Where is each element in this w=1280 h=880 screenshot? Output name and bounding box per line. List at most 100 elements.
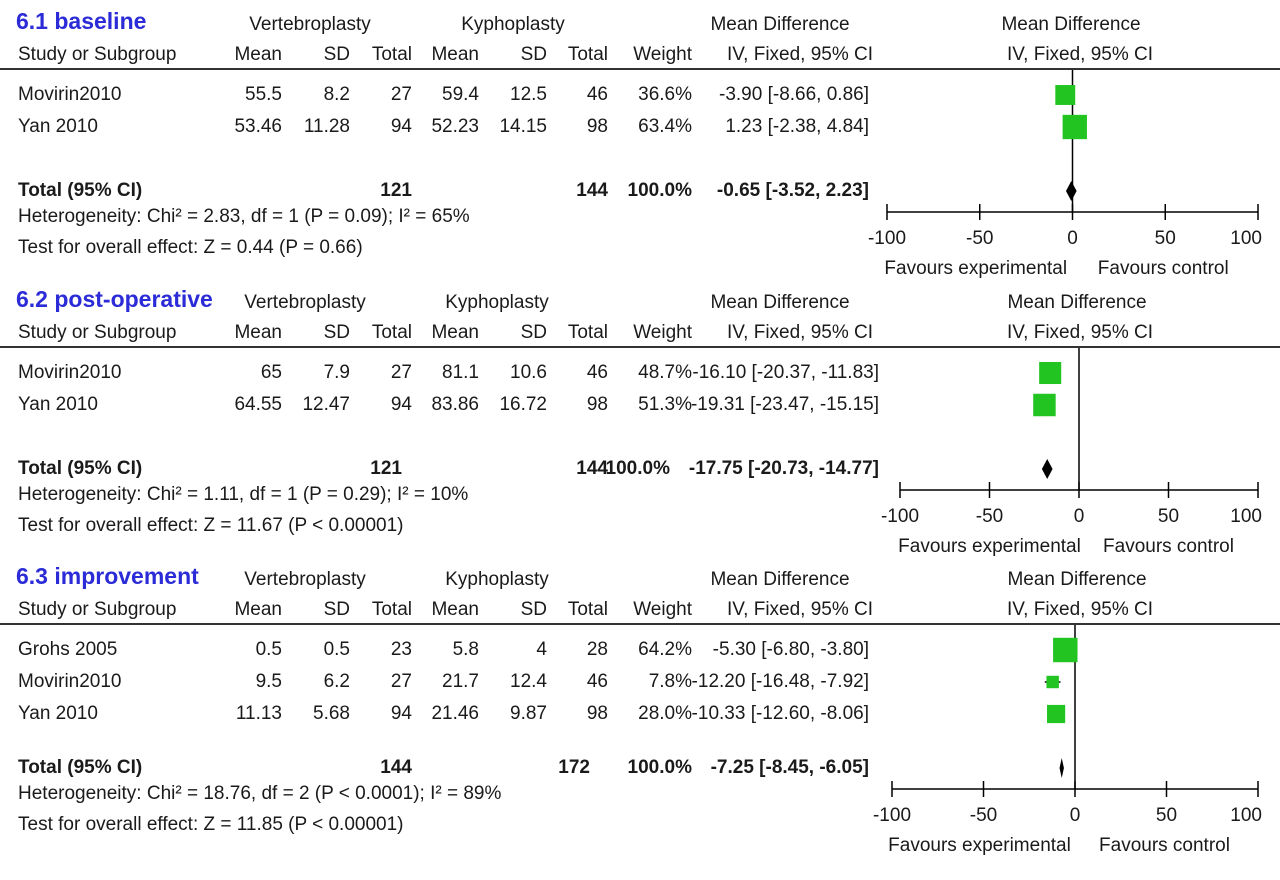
sd1-cell: 7.9	[323, 362, 350, 383]
ci-cell: -12.20 [-16.48, -7.92]	[691, 671, 869, 692]
study-name: Yan 2010	[18, 394, 98, 415]
x-tick-label: -50	[966, 228, 993, 249]
x-tick-label: 0	[1067, 228, 1078, 249]
weight-cell: 51.3%	[638, 394, 692, 415]
x-tick-label: 100	[1230, 506, 1262, 527]
weight-cell: 36.6%	[638, 84, 692, 105]
mean1-cell: 64.55	[234, 394, 282, 415]
x-tick-label: 100	[1230, 805, 1262, 826]
group2-header: Kyphoplasty	[461, 14, 565, 35]
total1-cell: 27	[390, 362, 412, 383]
x-tick-label: -50	[970, 805, 997, 826]
study-name: Yan 2010	[18, 116, 98, 137]
group2-header: Kyphoplasty	[445, 292, 549, 313]
x-tick-label: 50	[1158, 506, 1179, 527]
total1-cell: 94	[390, 394, 412, 415]
study-name: Yan 2010	[18, 703, 98, 724]
total1-cell: 27	[390, 84, 412, 105]
sd1-cell: 8.2	[323, 84, 350, 105]
study-marker	[1033, 393, 1056, 417]
favours-experimental-label: Favours experimental	[888, 835, 1071, 856]
sd2-column-header: SD	[520, 322, 547, 343]
total-n2: 172	[558, 757, 590, 778]
total1-cell: 23	[390, 639, 412, 660]
favours-control-label: Favours control	[1099, 835, 1230, 856]
study-name: Movirin2010	[18, 671, 122, 692]
mean1-cell: 53.46	[234, 116, 282, 137]
study-marker	[1053, 637, 1078, 663]
mean1-column-header: Mean	[234, 44, 282, 65]
total2-cell: 98	[586, 116, 608, 137]
total-weight: 100.0%	[627, 757, 692, 778]
favours-experimental-label: Favours experimental	[884, 258, 1067, 279]
pooled-diamond	[1041, 459, 1053, 479]
sd2-column-header: SD	[520, 44, 547, 65]
study-column-header: Study or Subgroup	[18, 599, 177, 620]
group1-header: Vertebroplasty	[244, 569, 366, 590]
weight-cell: 28.0%	[638, 703, 692, 724]
total-label: Total (95% CI)	[18, 458, 143, 479]
header-rule	[0, 623, 1280, 625]
x-tick-label: 50	[1156, 805, 1177, 826]
total2-column-header: Total	[567, 599, 608, 620]
md-header: Mean Difference	[710, 14, 850, 35]
mean2-cell: 52.23	[431, 116, 479, 137]
plot-md-header: Mean Difference	[1007, 292, 1147, 313]
heterogeneity-text: Heterogeneity: Chi² = 1.11, df = 1 (P = …	[18, 484, 469, 505]
section-title: 6.2 post-operative	[16, 286, 213, 312]
sd2-cell: 14.15	[499, 116, 547, 137]
sd2-cell: 9.87	[510, 703, 547, 724]
ci-cell: -10.33 [-12.60, -8.06]	[691, 703, 869, 724]
mean2-cell: 83.86	[431, 394, 479, 415]
study-name: Movirin2010	[18, 362, 122, 383]
ci-cell: 1.23 [-2.38, 4.84]	[725, 116, 869, 137]
ci-cell: -19.31 [-23.47, -15.15]	[690, 394, 879, 415]
sd1-column-header: SD	[323, 599, 350, 620]
total-weight: 100.0%	[627, 180, 692, 201]
section-title: 6.1 baseline	[16, 8, 147, 34]
study-marker	[1039, 361, 1062, 385]
weight-column-header: Weight	[633, 599, 692, 620]
mean2-column-header: Mean	[431, 322, 479, 343]
header-rule	[0, 346, 1280, 348]
total-ci: -7.25 [-8.45, -6.05]	[710, 757, 869, 778]
sd1-cell: 12.47	[302, 394, 350, 415]
x-tick-label: 0	[1070, 805, 1081, 826]
sd2-cell: 12.4	[510, 671, 547, 692]
total-n2: 144	[576, 180, 608, 201]
total-label: Total (95% CI)	[18, 757, 143, 778]
md-subheader: IV, Fixed, 95% CI	[726, 322, 874, 343]
x-tick-label: -100	[881, 506, 919, 527]
mean1-cell: 55.5	[245, 84, 282, 105]
plot-md-subheader: IV, Fixed, 95% CI	[1006, 599, 1154, 620]
mean2-cell: 5.8	[452, 639, 479, 660]
overall-effect-text: Test for overall effect: Z = 11.85 (P < …	[18, 814, 404, 835]
mean1-cell: 11.13	[235, 703, 282, 724]
sd1-cell: 0.5	[323, 639, 350, 660]
total1-cell: 94	[390, 703, 412, 724]
group2-header: Kyphoplasty	[445, 569, 549, 590]
md-header: Mean Difference	[710, 292, 850, 313]
md-header: Mean Difference	[710, 569, 850, 590]
sd1-cell: 6.2	[323, 671, 350, 692]
total2-column-header: Total	[567, 322, 608, 343]
sd1-cell: 11.28	[303, 116, 350, 137]
mean2-cell: 59.4	[442, 84, 479, 105]
section-title: 6.3 improvement	[16, 563, 199, 589]
weight-column-header: Weight	[633, 322, 692, 343]
pooled-diamond	[1059, 758, 1064, 778]
total-n2: 144	[576, 458, 608, 479]
total1-cell: 94	[390, 116, 412, 137]
study-marker	[1062, 114, 1087, 140]
favours-control-label: Favours control	[1098, 258, 1229, 279]
sd2-cell: 12.5	[510, 84, 547, 105]
total-ci: -17.75 [-20.73, -14.77]	[688, 458, 879, 479]
total2-cell: 46	[586, 84, 608, 105]
total-label: Total (95% CI)	[18, 180, 143, 201]
total-n1: 121	[380, 180, 412, 201]
mean1-column-header: Mean	[234, 599, 282, 620]
mean2-cell: 21.7	[442, 671, 479, 692]
